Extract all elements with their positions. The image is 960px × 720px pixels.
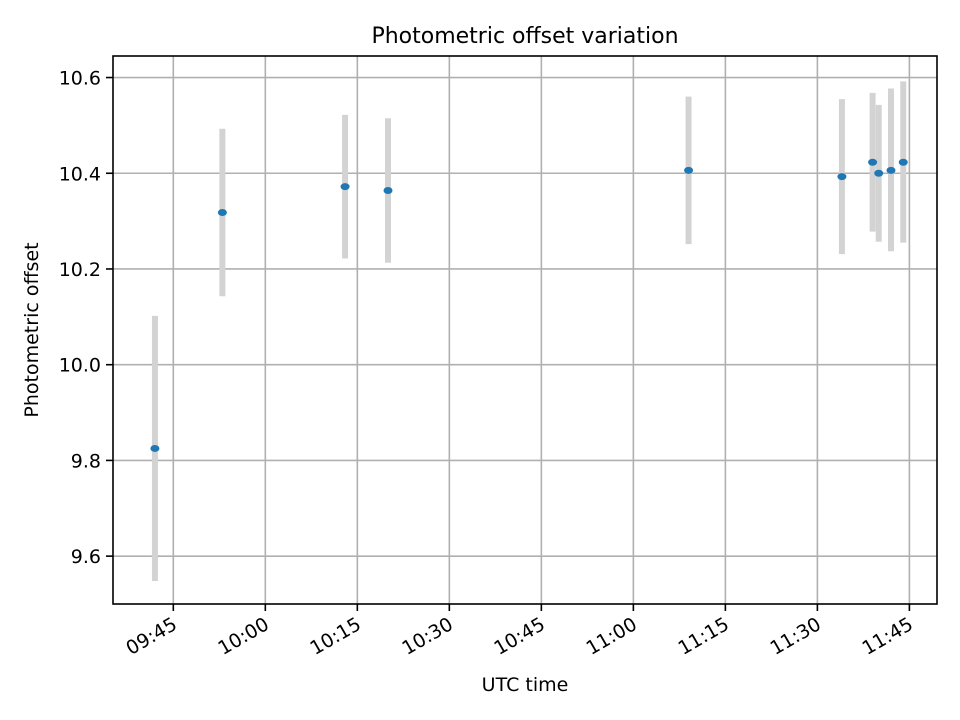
x-tick-label: 11:15 [674,613,732,659]
x-tick-label: 10:15 [306,613,364,659]
data-point [886,166,896,174]
x-tick-label: 10:00 [214,613,272,659]
x-axis-label: UTC time [482,674,569,696]
x-tick-label: 11:00 [582,613,640,659]
y-tick-label: 9.6 [71,546,101,568]
x-tick-label: 10:45 [490,613,548,659]
data-points [150,158,908,452]
data-point [837,173,847,181]
y-tick-label: 10.2 [59,259,101,281]
data-point [383,186,393,194]
data-point [898,158,908,166]
y-tick-label: 9.8 [71,450,101,472]
y-tick-label: 10.4 [59,163,101,185]
data-point [868,158,878,166]
data-point [684,166,694,174]
y-axis-label: Photometric offset [21,242,43,417]
chart-title: Photometric offset variation [371,24,678,49]
y-tick-label: 10.0 [59,355,101,377]
x-tick-label: 11:45 [858,613,916,659]
data-point [150,444,160,452]
grid-layer [113,56,937,604]
data-point [874,169,884,177]
x-tick-label: 10:30 [398,613,456,659]
error-bars [151,81,907,582]
ticks: 09:45 10:00 10:15 10:30 10:45 11:00 11:15 11:30… [59,68,917,660]
x-tick-label: 11:30 [766,613,824,659]
data-point [340,183,350,191]
data-point [217,209,227,217]
x-tick-label: 09:45 [122,613,180,659]
y-tick-label: 10.6 [59,68,101,90]
plot-frame [112,55,938,605]
